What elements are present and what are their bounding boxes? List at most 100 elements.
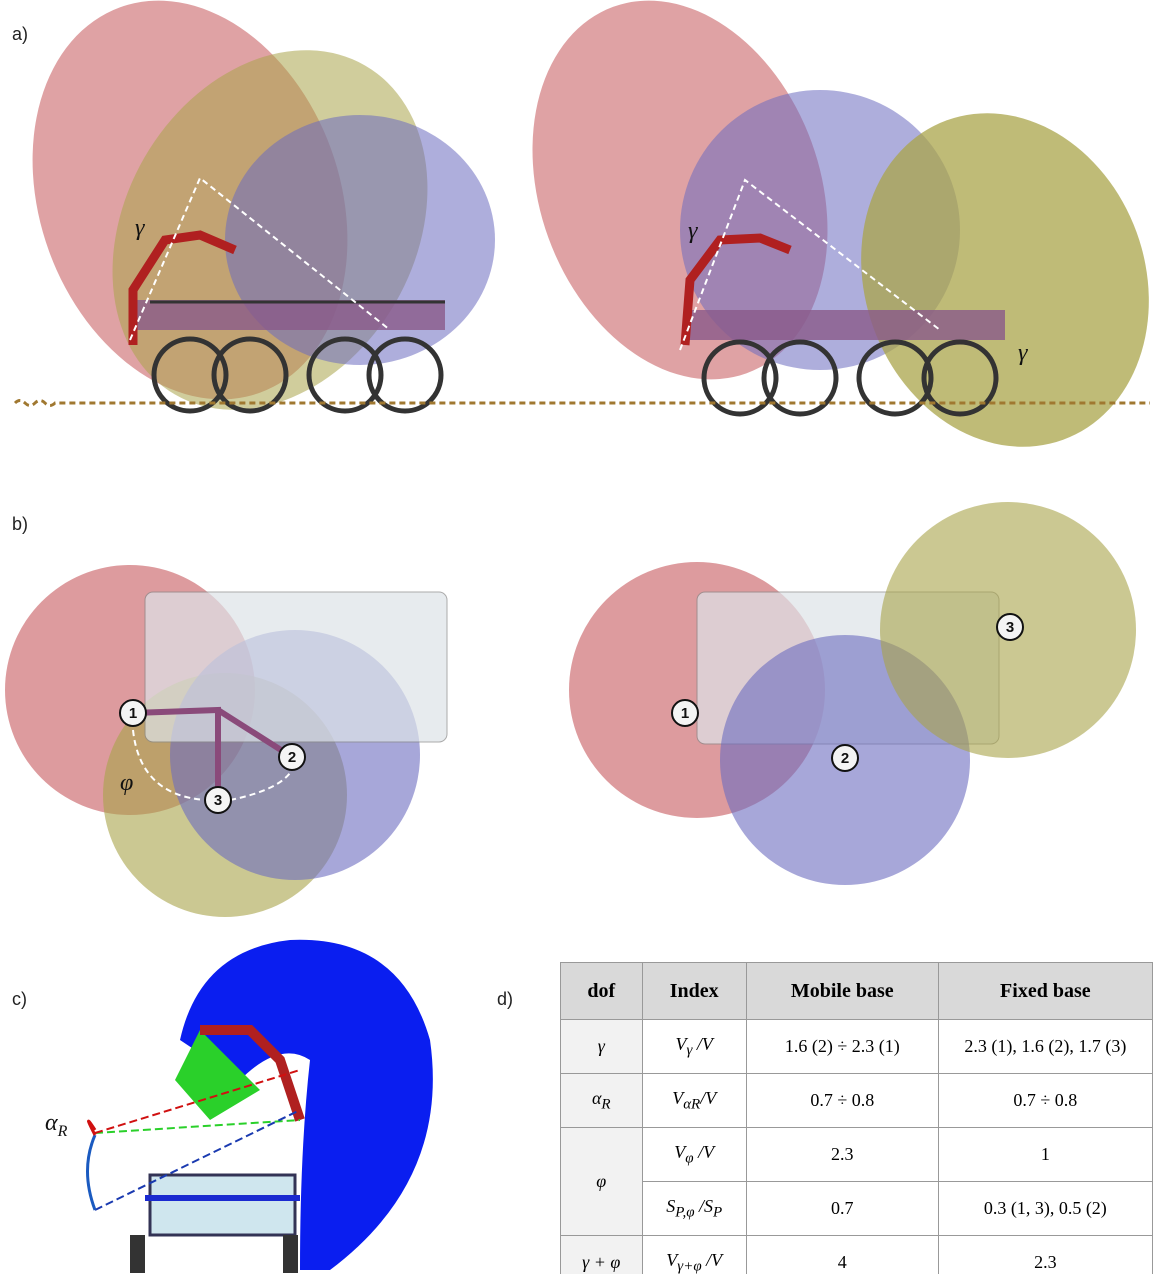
cell: VαR/V — [641, 1073, 747, 1128]
wheels — [701, 339, 999, 417]
cell: 2.3 (1), 1.6 (2), 1.7 (3) — [937, 1019, 1153, 1074]
cell: 1 — [937, 1127, 1153, 1182]
text: α — [591, 1087, 602, 1108]
arm — [128, 230, 237, 345]
angle-arc — [87, 1119, 97, 1136]
marker-circle — [831, 744, 859, 772]
wheel — [130, 1235, 145, 1273]
cell: 0.3 (1, 3), 0.5 (2) — [937, 1181, 1153, 1236]
text: /V — [693, 1141, 715, 1162]
cell: 4 — [745, 1235, 939, 1274]
marker-label: 3 — [214, 792, 222, 809]
arm — [680, 233, 792, 346]
header-cell: Index — [641, 962, 747, 1020]
symbol: γ — [688, 218, 698, 244]
symbol: φ — [120, 770, 133, 796]
results-table: dof Index Mobile base Fixed base γ Vγ /V 1.6 (… — [560, 962, 1153, 1274]
text: S — [666, 1195, 676, 1216]
marker-label: 3 — [1006, 619, 1014, 636]
wheel — [283, 1235, 298, 1273]
workspace-blue — [180, 939, 433, 1270]
linkage — [132, 706, 294, 800]
header-row: dof Index Mobile base Fixed base — [560, 962, 1153, 1020]
symbol: γ — [1018, 340, 1028, 366]
rover — [148, 1173, 297, 1237]
markers: 1 2 3 1 2 3 — [119, 613, 1024, 814]
rover-bar — [145, 1195, 300, 1201]
marker-circle — [278, 743, 306, 771]
panel-a: a) γ γ γ — [12, 0, 1150, 447]
header-cell: Mobile base — [745, 962, 939, 1020]
cell: 1.6 (2) ÷ 2.3 (1) — [745, 1019, 939, 1074]
panel-label: c) — [12, 989, 27, 1009]
ground — [13, 399, 1150, 407]
panel-label: d) — [497, 989, 513, 1009]
symbol: α — [45, 1110, 58, 1136]
marker-circle — [119, 699, 147, 727]
symbol-sub: R — [57, 1123, 68, 1140]
rover-body — [685, 310, 1005, 340]
text: /V — [692, 1033, 713, 1054]
axis — [94, 1109, 301, 1211]
symbol: γ — [135, 215, 145, 241]
cell: Vγ+φ /V — [641, 1235, 747, 1274]
panel-c: c) αR d) — [12, 939, 513, 1273]
panel-label: a) — [12, 24, 28, 44]
rover-body — [135, 300, 445, 330]
subscript: αR — [683, 1096, 701, 1113]
workspace-green — [175, 1030, 260, 1120]
cell: SP,φ /SP — [641, 1181, 747, 1236]
row: γ + φ Vγ+φ /V 4 2.3 — [560, 1235, 1153, 1274]
panel-label: b) — [12, 514, 28, 534]
cell: 0.7 ÷ 0.8 — [745, 1073, 939, 1128]
marker-circle — [671, 699, 699, 727]
arc — [132, 729, 293, 801]
panel-b: b) φ — [5, 502, 1136, 917]
angle-arc — [86, 1134, 97, 1211]
arm — [200, 1025, 305, 1122]
header-cell: Fixed base — [937, 962, 1153, 1020]
workspace-olive — [861, 113, 1149, 447]
text: /V — [700, 1087, 717, 1108]
cell: γ + φ — [560, 1235, 643, 1274]
cell: 2.3 — [937, 1235, 1153, 1274]
row: αR VαR/V 0.7 ÷ 0.8 0.7 ÷ 0.8 — [560, 1073, 1153, 1128]
row: γ Vγ /V 1.6 (2) ÷ 2.3 (1) 2.3 (1), 1.6 (2),… — [560, 1019, 1153, 1074]
subscript: R — [601, 1096, 611, 1113]
text: /S — [694, 1195, 714, 1216]
subscript: γ — [686, 1042, 693, 1059]
marker-label: 2 — [841, 750, 849, 767]
axis — [94, 1119, 301, 1134]
cell: 0.7 — [745, 1181, 939, 1236]
arc — [679, 178, 941, 351]
marker-label: 1 — [129, 705, 137, 722]
text: V — [672, 1087, 684, 1108]
cell: Vφ /V — [641, 1127, 747, 1182]
cell: 0.7 ÷ 0.8 — [937, 1073, 1153, 1128]
subscript: P — [713, 1204, 723, 1221]
rover-top — [144, 591, 448, 743]
header-cell: dof — [560, 962, 643, 1020]
subscript: γ+φ — [677, 1258, 702, 1274]
text: /V — [701, 1249, 723, 1270]
wheels — [151, 336, 444, 414]
marker-circle — [996, 613, 1024, 641]
cell: φ — [560, 1127, 643, 1236]
row: SP,φ /SP 0.7 0.3 (1, 3), 0.5 (2) — [561, 1181, 1153, 1236]
subscript: φ — [685, 1150, 694, 1167]
subscript: P,φ — [675, 1204, 695, 1221]
text: V — [674, 1141, 686, 1162]
text: V — [666, 1249, 678, 1270]
marker-label: 1 — [681, 705, 689, 722]
cell: γ — [560, 1019, 643, 1074]
row: φ Vφ /V 2.3 1 — [560, 1127, 1153, 1236]
text: V — [675, 1033, 687, 1054]
cell: 2.3 — [745, 1127, 939, 1182]
cell: αR — [560, 1073, 643, 1128]
marker-label: 2 — [288, 749, 296, 766]
symbol: αR — [45, 1110, 68, 1140]
cell: Vγ /V — [641, 1019, 747, 1074]
marker-circle — [204, 786, 232, 814]
